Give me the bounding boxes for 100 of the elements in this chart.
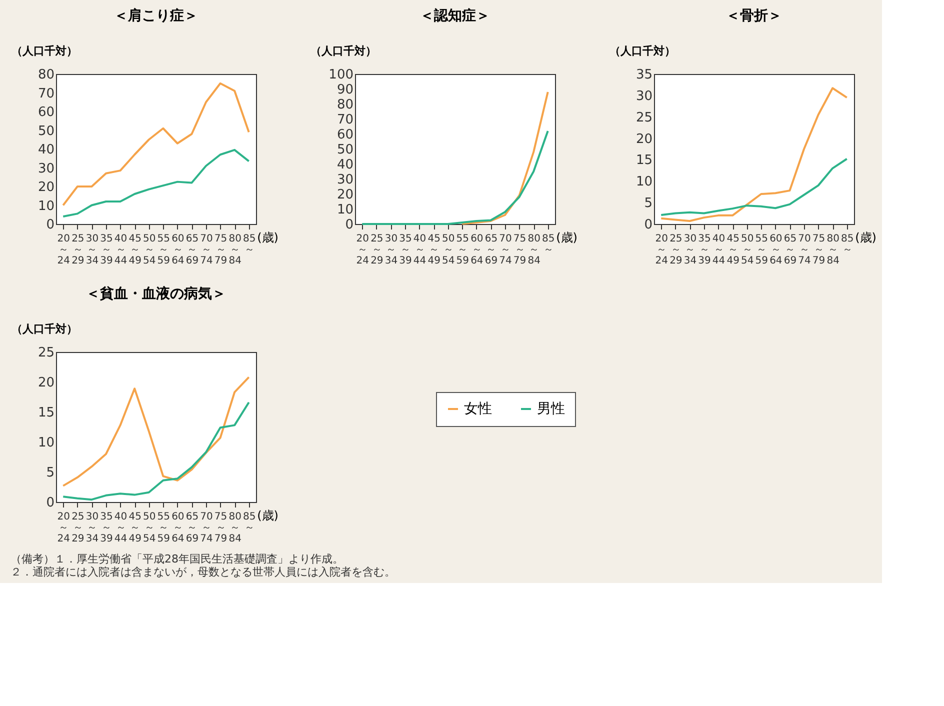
- x-tick-label: 70～74: [499, 234, 512, 266]
- y-tick-label: 90: [336, 82, 354, 98]
- line-series: [62, 148, 250, 218]
- x-tick-label: 30～34: [86, 512, 99, 544]
- x-tick-label: 80～84: [228, 234, 242, 266]
- x-tick-label: 65～69: [186, 512, 199, 544]
- y-tick-label: 70: [336, 112, 354, 128]
- line-series: [62, 82, 250, 206]
- y-tick-label: 10: [636, 174, 652, 190]
- chart-title: ＜骨折＞: [726, 8, 782, 24]
- x-tick-label: 75～79: [214, 512, 228, 544]
- legend-label: 男性: [537, 401, 565, 417]
- y-tick-label: 15: [636, 153, 652, 168]
- x-tick-label: 55～59: [755, 234, 768, 266]
- x-tick-label: 85～: [542, 234, 555, 256]
- line-series: [660, 158, 848, 216]
- x-tick-label: 50～54: [142, 234, 156, 266]
- y-tick-label: 80: [38, 68, 54, 82]
- y-tick-label: 40: [38, 142, 54, 158]
- y-tick-label: 70: [38, 86, 54, 102]
- x-tick-label: 60～64: [770, 234, 782, 266]
- x-tick-label: 45～49: [428, 234, 440, 266]
- x-tick-label: 45～49: [128, 234, 142, 266]
- x-tick-label: 65～69: [186, 234, 199, 266]
- chart-title: ＜貧血・血液の病気＞: [86, 285, 226, 302]
- x-tick-label: 45～49: [726, 234, 740, 266]
- x-tick-label: 70～74: [200, 234, 213, 266]
- x-tick-label: 70～74: [798, 234, 811, 266]
- x-tick-label: 50～54: [442, 234, 455, 266]
- x-tick-label: 20～24: [356, 234, 370, 266]
- x-tick-label: 55～59: [157, 512, 170, 544]
- x-tick-label: 40～44: [114, 234, 128, 266]
- x-axis-title: (歳): [257, 230, 278, 244]
- y-tick-label: 30: [38, 161, 54, 176]
- x-tick-label: 20～24: [57, 512, 70, 544]
- x-tick-label: 30～34: [684, 234, 697, 266]
- y-tick-label: 40: [336, 158, 354, 172]
- x-tick-label: 40～44: [114, 512, 128, 544]
- x-tick-label: 45～49: [128, 512, 142, 544]
- line-series: [660, 87, 848, 222]
- x-tick-label: 50～54: [142, 512, 156, 544]
- y-tick-label: 20: [336, 188, 354, 202]
- y-tick-label: 20: [636, 132, 652, 147]
- y-tick-label: 35: [636, 68, 652, 82]
- legend-label: 女性: [464, 401, 492, 417]
- x-tick-label: 75～79: [513, 234, 526, 266]
- y-tick-label: 60: [38, 105, 54, 120]
- x-tick-label: 85～: [840, 234, 854, 256]
- line-series: [62, 376, 250, 487]
- y-tick-label: 0: [46, 496, 54, 510]
- x-tick-label: 35～39: [698, 234, 711, 266]
- y-axis-title: （人口千対）: [610, 44, 676, 58]
- x-tick-label: 25～29: [72, 512, 84, 544]
- chart-title: ＜認知症＞: [420, 7, 490, 24]
- y-tick-label: 80: [336, 98, 354, 112]
- y-tick-label: 50: [38, 124, 54, 139]
- y-tick-label: 0: [644, 218, 652, 232]
- y-tick-label: 30: [636, 88, 652, 104]
- y-tick-label: 5: [46, 466, 54, 480]
- x-tick-label: 70～74: [200, 512, 213, 544]
- y-axis-title: （人口千対）: [12, 322, 78, 336]
- y-tick-label: 25: [38, 346, 54, 360]
- y-tick-label: 0: [345, 218, 354, 232]
- x-tick-label: 85～: [242, 512, 256, 534]
- x-tick-label: 35～39: [100, 512, 113, 544]
- x-tick-label: 40～44: [413, 234, 426, 266]
- x-tick-label: 80～84: [826, 234, 840, 266]
- x-axis-title: (歳): [855, 230, 876, 244]
- x-tick-label: 65～69: [484, 234, 498, 266]
- y-axis-title: （人口千対）: [310, 44, 376, 58]
- y-tick-label: 10: [38, 198, 54, 214]
- x-tick-label: 20～24: [57, 234, 70, 266]
- x-tick-label: 75～79: [812, 234, 826, 266]
- line-series: [361, 130, 549, 225]
- chart-title: ＜肩こり症＞: [114, 7, 198, 24]
- x-tick-label: 75～79: [214, 234, 228, 266]
- x-tick-label: 25～29: [370, 234, 384, 266]
- y-tick-label: 5: [644, 196, 652, 212]
- x-tick-label: 60～64: [172, 512, 184, 544]
- y-axis-title: （人口千対）: [12, 44, 78, 58]
- x-tick-label: 60～64: [172, 234, 184, 266]
- x-tick-label: 20～24: [655, 234, 668, 266]
- y-tick-label: 15: [38, 406, 54, 420]
- x-tick-label: 80～84: [528, 234, 540, 266]
- y-tick-label: 10: [336, 202, 354, 218]
- y-tick-label: 50: [336, 142, 354, 158]
- x-tick-label: 25～29: [72, 234, 84, 266]
- x-tick-label: 55～59: [456, 234, 470, 266]
- y-tick-label: 60: [336, 128, 354, 142]
- x-tick-label: 80～84: [228, 512, 242, 544]
- x-tick-label: 35～39: [399, 234, 412, 266]
- x-tick-label: 30～34: [384, 234, 398, 266]
- line-series: [62, 401, 250, 501]
- text: （備考）１．厚生労働省「平成28年国民生活基礎調査」より作成。: [10, 552, 344, 566]
- x-axis-title: (歳): [257, 508, 278, 522]
- x-tick-label: 85～: [242, 234, 256, 256]
- x-axis-title: (歳): [556, 230, 578, 244]
- x-tick-label: 60～64: [470, 234, 484, 266]
- x-tick-label: 50～54: [740, 234, 754, 266]
- x-tick-label: 40～44: [712, 234, 726, 266]
